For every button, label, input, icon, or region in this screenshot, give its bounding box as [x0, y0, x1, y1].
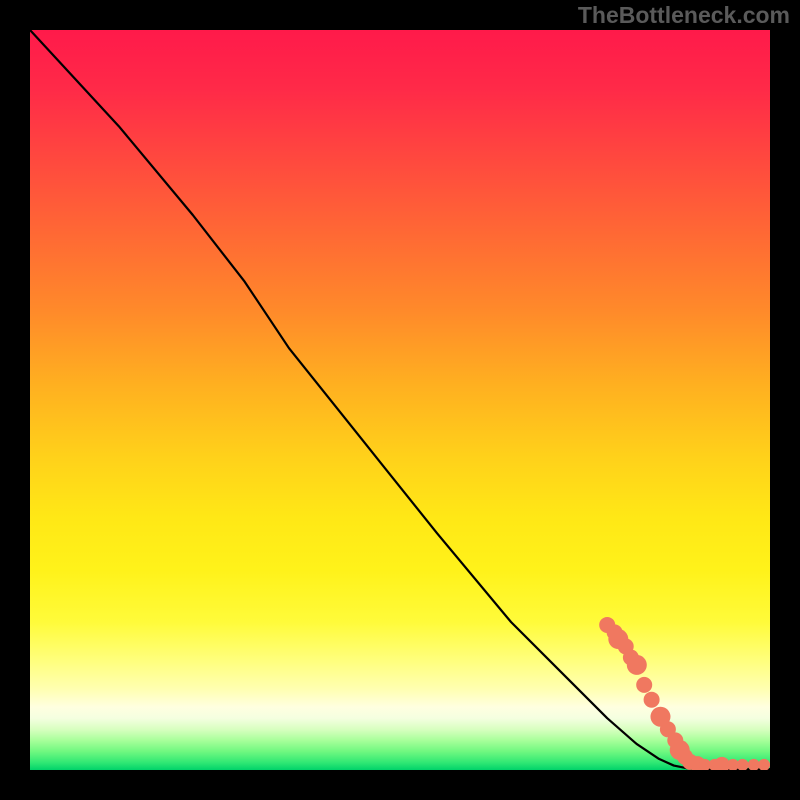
chart-frame: TheBottleneck.com: [0, 0, 800, 800]
data-marker: [636, 677, 652, 693]
watermark-text: TheBottleneck.com: [578, 2, 790, 29]
data-marker: [627, 655, 647, 675]
gradient-background: [30, 30, 770, 770]
plot-area: [30, 30, 770, 770]
gradient-curve-svg: [30, 30, 770, 770]
data-marker: [644, 692, 660, 708]
